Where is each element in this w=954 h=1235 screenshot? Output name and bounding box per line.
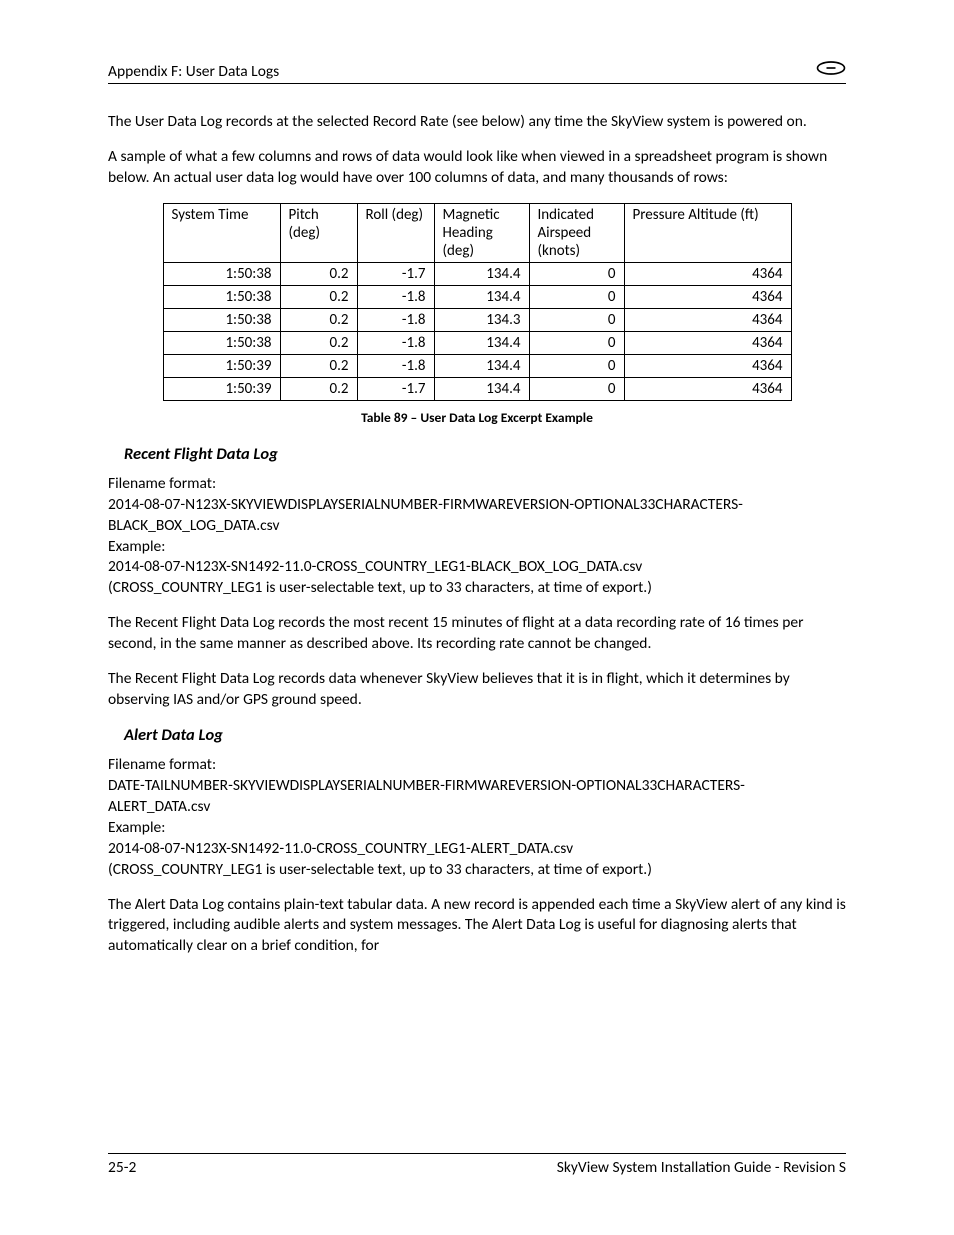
table-row: 1:50:380.2-1.7134.404364 bbox=[163, 262, 791, 285]
text: Filename format: bbox=[108, 755, 216, 774]
intro-paragraph-1: The User Data Log records at the selecte… bbox=[108, 112, 846, 133]
section-heading-alert: Alert Data Log bbox=[124, 725, 846, 745]
table-header-cell: Pitch (deg) bbox=[280, 203, 357, 262]
table-cell: 0 bbox=[529, 331, 624, 354]
table-cell: 0.2 bbox=[280, 377, 357, 400]
page-header: Appendix F: User Data Logs bbox=[108, 60, 846, 84]
recent-filename-block: Filename format: 2014-08-07-N123X-SKYVIE… bbox=[108, 474, 846, 600]
intro-paragraph-2: A sample of what a few columns and rows … bbox=[108, 147, 846, 189]
table-cell: 1:50:38 bbox=[163, 262, 280, 285]
table-header-cell: System Time bbox=[163, 203, 280, 262]
dynon-logo-icon bbox=[816, 60, 846, 81]
table-cell: 1:50:39 bbox=[163, 377, 280, 400]
section-heading-recent: Recent Flight Data Log bbox=[124, 444, 846, 464]
table-cell: -1.7 bbox=[357, 262, 434, 285]
table-cell: 134.4 bbox=[434, 262, 529, 285]
table-cell: 0 bbox=[529, 354, 624, 377]
recent-paragraph-2: The Recent Flight Data Log records data … bbox=[108, 669, 846, 711]
alert-filename-block: Filename format: DATE-TAILNUMBER-SKYVIEW… bbox=[108, 755, 846, 881]
table-header-row: System TimePitch (deg)Roll (deg)Magnetic… bbox=[163, 203, 791, 262]
table-cell: 1:50:38 bbox=[163, 331, 280, 354]
table-cell: -1.7 bbox=[357, 377, 434, 400]
table-body: 1:50:380.2-1.7134.4043641:50:380.2-1.813… bbox=[163, 262, 791, 400]
text: Example: bbox=[108, 818, 165, 837]
table-cell: 134.4 bbox=[434, 354, 529, 377]
table-cell: 1:50:38 bbox=[163, 308, 280, 331]
table-cell: 0.2 bbox=[280, 285, 357, 308]
table-header-cell: Pressure Altitude (ft) bbox=[624, 203, 791, 262]
table-row: 1:50:380.2-1.8134.404364 bbox=[163, 331, 791, 354]
table-cell: 4364 bbox=[624, 285, 791, 308]
table-row: 1:50:390.2-1.7134.404364 bbox=[163, 377, 791, 400]
table-cell: -1.8 bbox=[357, 308, 434, 331]
table-cell: 134.3 bbox=[434, 308, 529, 331]
table-cell: 0 bbox=[529, 285, 624, 308]
page: Appendix F: User Data Logs The User Data… bbox=[0, 0, 954, 1235]
alert-paragraph-1: The Alert Data Log contains plain-text t… bbox=[108, 895, 846, 958]
table-cell: 1:50:38 bbox=[163, 285, 280, 308]
table-cell: 0.2 bbox=[280, 308, 357, 331]
footer-doc-title: SkyView System Installation Guide - Revi… bbox=[557, 1158, 846, 1177]
table-cell: -1.8 bbox=[357, 285, 434, 308]
recent-paragraph-1: The Recent Flight Data Log records the m… bbox=[108, 613, 846, 655]
text: 2014-08-07-N123X-SN1492-11.0-CROSS_COUNT… bbox=[108, 557, 642, 576]
table-cell: 4364 bbox=[624, 262, 791, 285]
text: 2014-08-07-N123X-SN1492-11.0-CROSS_COUNT… bbox=[108, 839, 573, 858]
table-cell: 0.2 bbox=[280, 331, 357, 354]
table-cell: -1.8 bbox=[357, 354, 434, 377]
table-cell: 0.2 bbox=[280, 354, 357, 377]
data-log-table: System TimePitch (deg)Roll (deg)Magnetic… bbox=[163, 203, 792, 401]
table-row: 1:50:380.2-1.8134.404364 bbox=[163, 285, 791, 308]
table-cell: 0.2 bbox=[280, 262, 357, 285]
table-cell: 4364 bbox=[624, 331, 791, 354]
table-row: 1:50:390.2-1.8134.404364 bbox=[163, 354, 791, 377]
table-header-cell: Roll (deg) bbox=[357, 203, 434, 262]
footer-page-number: 25-2 bbox=[108, 1158, 136, 1177]
text: (CROSS_COUNTRY_LEG1 is user-selectable t… bbox=[108, 578, 652, 597]
table-header-cell: Magnetic Heading (deg) bbox=[434, 203, 529, 262]
table-cell: 134.4 bbox=[434, 377, 529, 400]
table-cell: -1.8 bbox=[357, 331, 434, 354]
text: DATE-TAILNUMBER-SKYVIEWDISPLAYSERIALNUMB… bbox=[108, 776, 745, 816]
page-footer: 25-2 SkyView System Installation Guide -… bbox=[108, 1153, 846, 1177]
header-title: Appendix F: User Data Logs bbox=[108, 62, 279, 81]
table-caption: Table 89 – User Data Log Excerpt Example bbox=[108, 409, 846, 426]
text: Filename format: bbox=[108, 474, 216, 493]
table-cell: 0 bbox=[529, 377, 624, 400]
table-row: 1:50:380.2-1.8134.304364 bbox=[163, 308, 791, 331]
table-header-cell: Indicated Airspeed (knots) bbox=[529, 203, 624, 262]
table-cell: 1:50:39 bbox=[163, 354, 280, 377]
text: 2014-08-07-N123X-SKYVIEWDISPLAYSERIALNUM… bbox=[108, 495, 743, 535]
text: Example: bbox=[108, 537, 165, 556]
table-cell: 134.4 bbox=[434, 331, 529, 354]
table-cell: 0 bbox=[529, 262, 624, 285]
table-cell: 0 bbox=[529, 308, 624, 331]
table-cell: 4364 bbox=[624, 354, 791, 377]
table-cell: 4364 bbox=[624, 308, 791, 331]
table-cell: 134.4 bbox=[434, 285, 529, 308]
text: (CROSS_COUNTRY_LEG1 is user-selectable t… bbox=[108, 860, 652, 879]
table-cell: 4364 bbox=[624, 377, 791, 400]
